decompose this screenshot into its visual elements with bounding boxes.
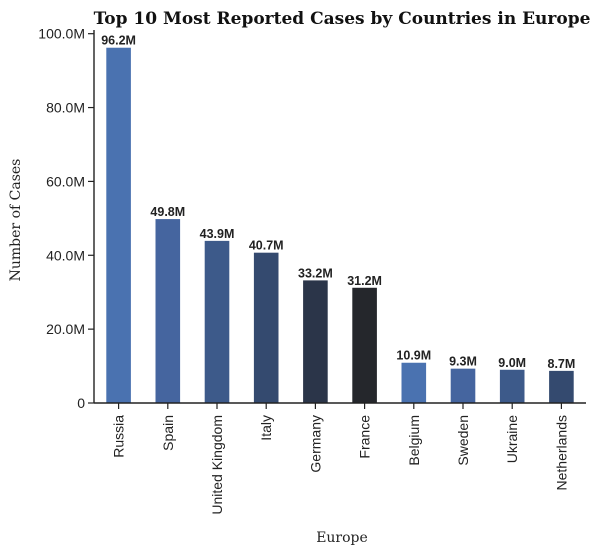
data-label: 49.8M — [150, 205, 185, 219]
x-axis: Russia Spain United Kingdom Italy Germany Fra… — [94, 402, 586, 515]
bar-russia — [106, 47, 131, 403]
bar-netherlands — [549, 370, 574, 403]
data-label: 9.0M — [498, 356, 526, 370]
data-label: 31.2M — [347, 274, 382, 288]
chart-title: Top 10 Most Reported Cases by Countries … — [94, 9, 591, 29]
x-tick-label: Ukraine — [504, 415, 520, 463]
x-axis-label: Europe — [316, 530, 368, 546]
y-axis-label: Number of Cases — [8, 159, 24, 282]
x-tick-label: United Kingdom — [209, 415, 225, 515]
x-tick-label: Sweden — [455, 415, 471, 466]
data-label: 9.3M — [449, 355, 477, 369]
data-label: 8.7M — [548, 357, 576, 371]
bar-ukraine — [499, 369, 525, 403]
bars-group — [106, 47, 574, 403]
y-tick-label: 60.0M — [46, 173, 85, 189]
bar-france — [352, 287, 377, 403]
data-label: 43.9M — [200, 227, 235, 241]
x-tick-label: Russia — [111, 415, 127, 458]
y-tick-label: 40.0M — [46, 247, 85, 263]
x-tick-label: Belgium — [406, 415, 422, 466]
x-tick-label: Italy — [258, 415, 274, 441]
x-tick-label: Spain — [160, 415, 176, 451]
y-tick-label: 20.0M — [46, 321, 85, 337]
bar-belgium — [401, 362, 427, 403]
bar-united-kingdom — [204, 240, 230, 403]
y-tick-label: 80.0M — [46, 100, 85, 116]
y-tick-label: 0 — [77, 395, 85, 411]
bar-germany — [303, 280, 328, 403]
bar-spain — [155, 219, 181, 403]
y-tick-label: 100.0M — [38, 26, 85, 42]
x-tick-label: France — [357, 415, 373, 459]
x-tick-label: Netherlands — [553, 415, 569, 491]
data-label: 96.2M — [101, 34, 136, 48]
x-tick-label: Germany — [307, 415, 323, 473]
data-label: 40.7M — [249, 239, 284, 253]
y-axis: 0 20.0M 40.0M 60.0M 80.0M 100.0M — [38, 26, 95, 411]
data-labels-group: 96.2M 49.8M 43.9M 40.7M 33.2M 31.2M 10.9M 9.3M 9… — [101, 34, 575, 371]
bar-sweden — [450, 368, 476, 403]
data-label: 33.2M — [298, 266, 333, 280]
bar-italy — [253, 252, 279, 403]
data-label: 10.9M — [396, 349, 431, 363]
